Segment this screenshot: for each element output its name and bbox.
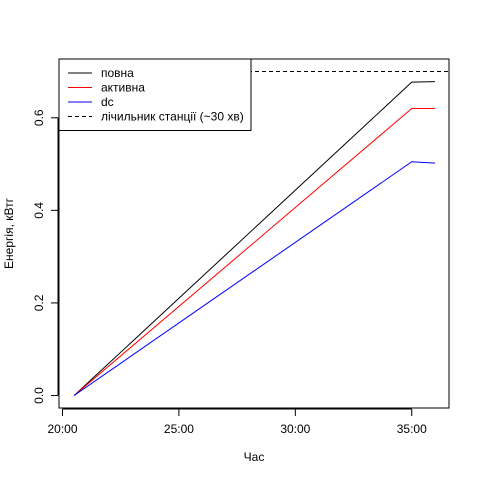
legend-label: активна — [101, 81, 145, 95]
legend-box — [58, 58, 252, 131]
series-line — [73, 81, 436, 396]
x-axis: 20:00 25:00 30:00 35:00 — [47, 408, 427, 436]
series-line — [73, 108, 436, 396]
series-line — [73, 161, 436, 396]
legend-label: повна — [101, 66, 134, 80]
x-tick-label: 25:00 — [164, 422, 194, 436]
plot-frame — [58, 58, 450, 409]
legend-label: dc — [101, 95, 114, 109]
legend-label: лічильник станції (~30 хв) — [101, 110, 244, 124]
y-axis-label: Енергія, кВтг — [2, 197, 16, 269]
x-axis-label: Час — [244, 450, 265, 464]
x-tick-label: 35:00 — [397, 422, 427, 436]
y-tick-label: 0.0 — [32, 387, 46, 404]
y-tick-label: 0.4 — [32, 202, 46, 219]
x-tick-label: 30:00 — [280, 422, 310, 436]
x-tick-label: 20:00 — [47, 422, 77, 436]
y-tick-label: 0.6 — [32, 109, 46, 126]
y-axis: 0.0 0.2 0.4 0.6 — [32, 109, 59, 404]
y-tick-label: 0.2 — [32, 294, 46, 311]
